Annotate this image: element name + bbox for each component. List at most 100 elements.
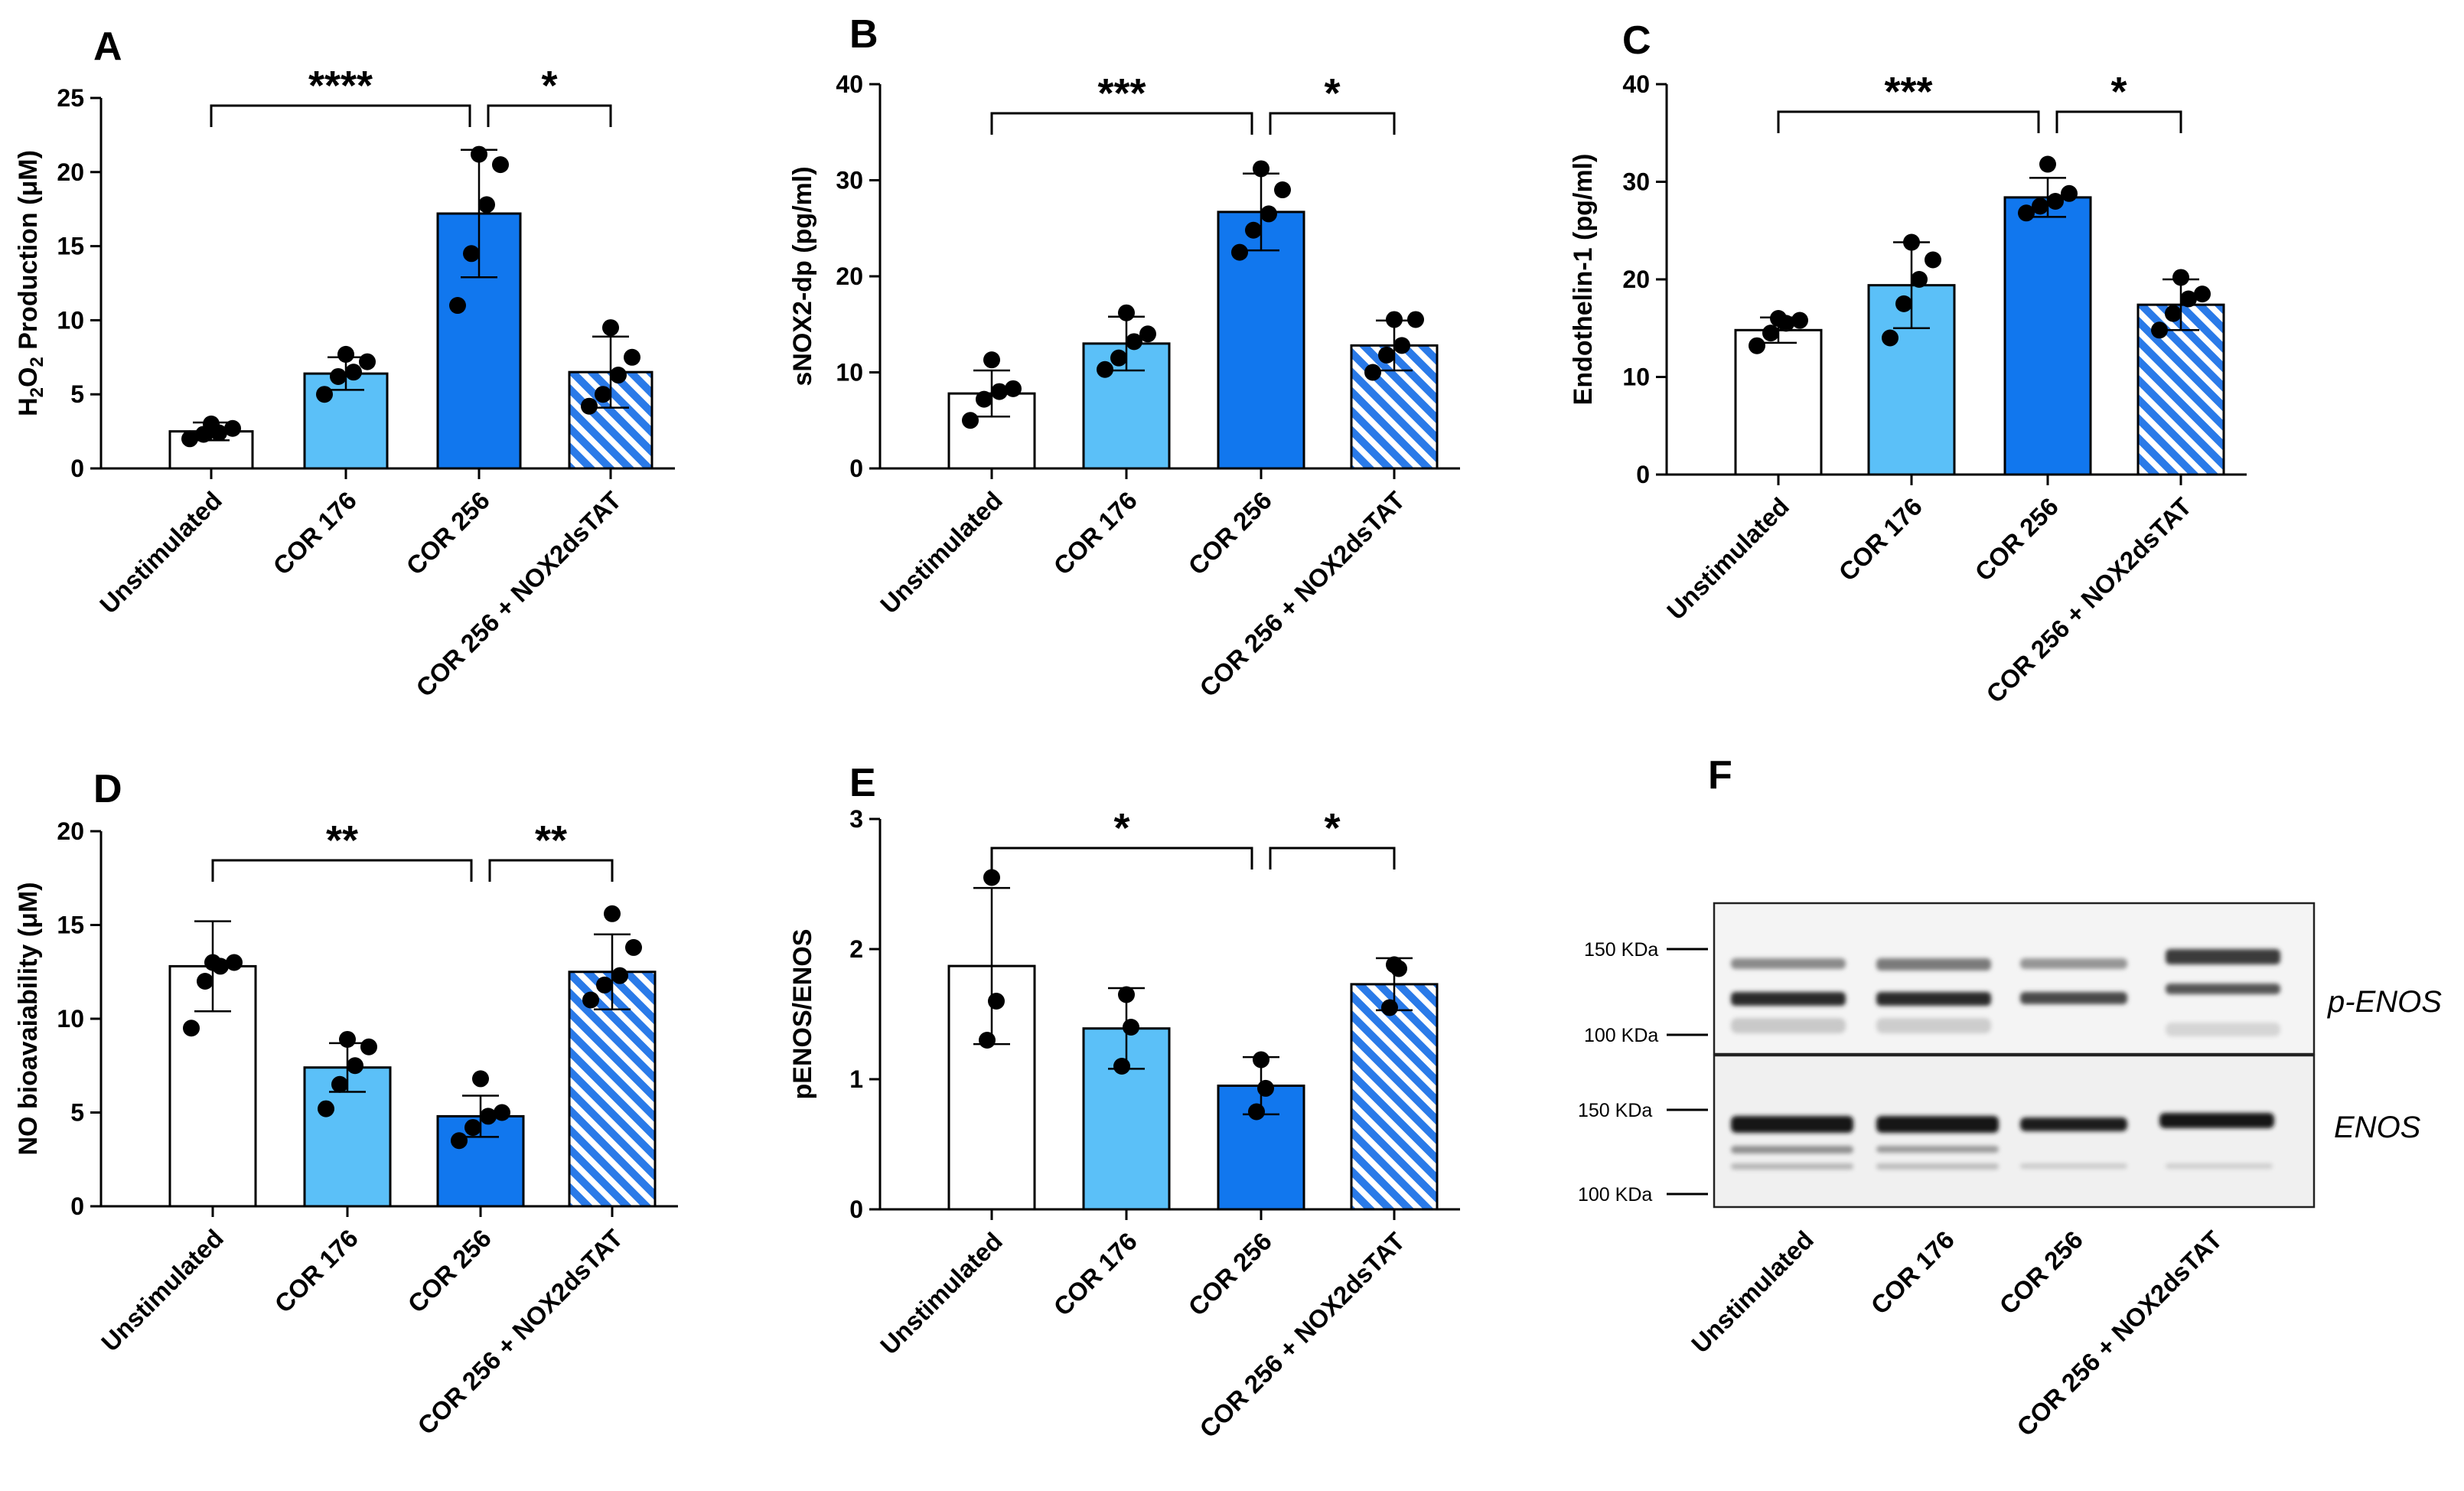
panel-c-data-point xyxy=(2018,204,2035,222)
panel-b-cat-unstimulated-label: Unstimulated xyxy=(875,486,1008,619)
panel-b-data-point xyxy=(1139,325,1156,343)
panel-d-data-point xyxy=(347,1057,363,1075)
panel-c-y-tick-label: 0 xyxy=(1636,461,1650,488)
panel-c-label: C xyxy=(1622,18,1651,63)
panel-c-y-tick-label: 20 xyxy=(1622,266,1650,293)
panel-c-y-tick-label: 10 xyxy=(1622,364,1650,391)
panel-a-label: A xyxy=(93,24,122,69)
panel-a-y-tick-label: 5 xyxy=(70,380,84,408)
panel-a-data-point xyxy=(624,348,640,366)
panel-d-significance-bracket xyxy=(211,859,473,882)
panel-a-data-point xyxy=(203,415,220,432)
panel-d-data-point xyxy=(183,1020,200,1037)
panel-d-cat-cor256-label: COR 256 xyxy=(403,1224,497,1318)
panel-c-data-point xyxy=(1882,329,1899,347)
lane-label-unstimulated: Unstimulated xyxy=(1686,1225,1819,1359)
panel-b-data-point xyxy=(1253,160,1269,178)
panel-e-data-point xyxy=(1381,999,1398,1016)
panel-c-significance-bracket xyxy=(1777,110,2040,133)
panel-d-y-tick-label: 20 xyxy=(57,817,84,845)
panel-c-significance-label: *** xyxy=(1884,69,1932,115)
panel-a-data-point xyxy=(345,364,362,381)
panel-b-data-point xyxy=(1386,311,1403,328)
panel-e-data-point xyxy=(988,993,1005,1010)
panel-d-data-point xyxy=(464,1119,481,1137)
marker-100-top: 100 KDa xyxy=(1584,1025,1658,1046)
p-enos-bands xyxy=(1731,949,2280,1036)
panel-e-data-point xyxy=(1386,956,1403,974)
panel-d-chart: D NO bioavaiability (μM) 0 5 10 15 20 Unstimula… xyxy=(14,767,678,1440)
panel-a-data-point xyxy=(581,397,598,415)
panel-b-cat-cor176-label: COR 176 xyxy=(1048,486,1142,580)
lane-label-cor256: COR 256 xyxy=(1994,1225,2088,1320)
panel-b-data-point xyxy=(1110,349,1127,367)
panel-d-data-point xyxy=(596,976,613,993)
panel-d-cat-cor176-label: COR 176 xyxy=(269,1224,363,1318)
panel-b-significance-bracket xyxy=(1269,112,1396,135)
panel-a-data-point xyxy=(337,345,354,363)
panel-a-y-axis-label: H2O2 Production (μM) xyxy=(14,150,47,416)
panel-b-y-tick-label: 30 xyxy=(836,167,863,194)
enos-label: ENOS xyxy=(2334,1111,2421,1144)
panel-e-data-point xyxy=(1123,1019,1139,1036)
panel-b-data-point xyxy=(991,383,1008,400)
panel-e-data-point xyxy=(1113,1058,1130,1075)
panel-b-data-point xyxy=(1126,333,1142,351)
panel-c-y-tick-label: 30 xyxy=(1622,168,1650,196)
panel-e-data-point xyxy=(1253,1051,1269,1068)
panel-d-data-point xyxy=(318,1100,334,1117)
panel-a-significance-bracket xyxy=(487,104,612,127)
panel-e-data-point xyxy=(1118,986,1135,1003)
panel-d-y-axis-label: NO bioavaiability (μM) xyxy=(14,882,43,1155)
marker-150-top: 150 KDa xyxy=(1584,939,1658,961)
panel-e-y-tick-label: 0 xyxy=(849,1196,863,1223)
panel-c-data-point xyxy=(1791,312,1808,329)
panel-e-y-tick-label: 3 xyxy=(849,805,863,833)
panel-d-data-point xyxy=(611,967,628,984)
panel-c-significance-bracket xyxy=(2055,110,2182,133)
panel-e-cat-cor176-label: COR 176 xyxy=(1048,1227,1142,1321)
panel-a-significance-label: **** xyxy=(308,63,373,109)
panel-c-data-point xyxy=(1770,310,1787,327)
panel-e-data-point xyxy=(1257,1079,1274,1097)
panel-b-data-point xyxy=(1118,304,1135,321)
marker-100-bottom: 100 KDa xyxy=(1578,1184,1652,1206)
panel-f-western-blot: F xyxy=(1578,753,2442,1441)
panel-d-data-point xyxy=(472,1070,489,1088)
panel-c-data-point xyxy=(2151,321,2168,339)
panel-c-data-point xyxy=(1749,337,1765,354)
panel-d-data-point xyxy=(226,954,243,971)
panel-d-data-point xyxy=(331,1075,348,1093)
panel-d-y-tick-label: 10 xyxy=(57,1005,84,1033)
panel-a-cat-cor176-label: COR 176 xyxy=(268,486,362,580)
panel-a-chart: A H2O2 Production (μM) 0 5 10 15 20 25 Unstimula… xyxy=(14,24,675,702)
panel-e-significance-bracket xyxy=(990,847,1253,869)
panel-b-data-point xyxy=(1097,361,1113,378)
panel-d-data-point xyxy=(204,954,221,971)
panel-a-y-tick-label: 20 xyxy=(57,158,84,186)
panel-b-y-tick-label: 0 xyxy=(849,455,863,482)
enos-bands xyxy=(1731,1113,2274,1170)
panel-c-data-point xyxy=(1895,295,1912,312)
panel-d-data-point xyxy=(494,1104,510,1121)
panel-a-significance-label: * xyxy=(541,63,557,109)
panel-d-data-point xyxy=(604,905,621,922)
panel-b-significance-bracket xyxy=(990,112,1253,135)
panel-f-label: F xyxy=(1708,753,1732,798)
panel-c-significance-label: * xyxy=(2110,69,2127,115)
panel-b-data-point xyxy=(1407,311,1424,328)
panel-a-data-point xyxy=(449,297,466,315)
panel-c-y-tick-label: 40 xyxy=(1622,70,1650,98)
panel-c-y-axis-label: Endothelin-1 (pg/ml) xyxy=(1569,154,1598,406)
panel-b-y-tick-label: 10 xyxy=(836,359,863,387)
panel-b-y-tick-label: 40 xyxy=(836,70,863,98)
panel-a-data-point xyxy=(478,196,495,214)
panel-c-data-point xyxy=(2180,290,2197,308)
panel-d-cat-unstimulated-label: Unstimulated xyxy=(96,1224,229,1357)
panel-b-data-point xyxy=(1378,346,1395,364)
panel-a-data-point xyxy=(602,319,619,337)
panel-b-significance-label: * xyxy=(1324,70,1340,116)
panel-d-data-point xyxy=(360,1038,377,1055)
